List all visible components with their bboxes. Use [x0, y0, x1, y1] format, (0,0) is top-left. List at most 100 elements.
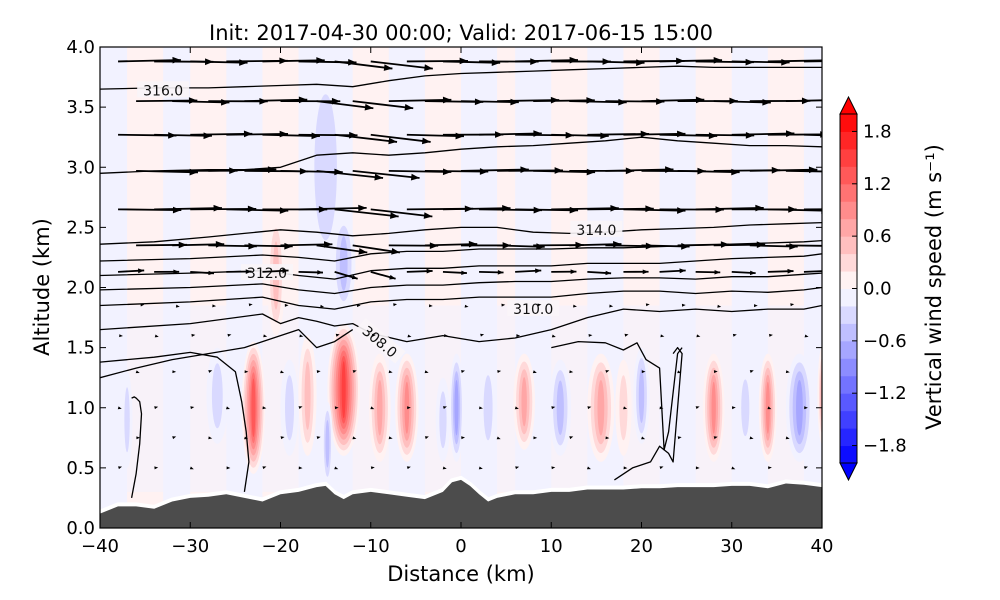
- wind-arrow: [645, 303, 650, 307]
- wind-arrow: [334, 271, 358, 280]
- wind-arrow: [681, 303, 686, 307]
- wind-arrow: [641, 436, 646, 440]
- w-contour-fill: [597, 380, 605, 436]
- wind-arrow: [316, 169, 384, 181]
- wind-arrow: [605, 436, 610, 440]
- w-contour-fill: [325, 419, 330, 468]
- wind-arrow: [478, 466, 483, 470]
- wind-arrow: [516, 334, 521, 338]
- wind-arrow: [316, 244, 368, 255]
- x-tick-label: 40: [811, 536, 834, 557]
- wind-arrow: [244, 436, 249, 440]
- x-tick-label: 0: [455, 536, 466, 557]
- w-cell: [737, 365, 754, 450]
- wind-vectors: [117, 56, 822, 470]
- wind-arrow: [623, 269, 649, 275]
- colorbar-segment: [840, 114, 857, 132]
- theta-contour-309: [551, 340, 683, 451]
- wind-arrow: [316, 370, 321, 374]
- y-axis-label: Altitude (km): [30, 218, 54, 356]
- wind-arrow: [569, 370, 574, 374]
- wind-arrow: [588, 333, 593, 337]
- colorbar-segment: [840, 305, 857, 324]
- wind-arrow: [298, 204, 367, 212]
- wind-arrow: [225, 406, 230, 410]
- colorbar-label: Vertical wind speed (m s⁻¹): [922, 144, 946, 430]
- theta-contour-309: [130, 396, 143, 499]
- wind-arrow: [175, 304, 180, 308]
- colorbar-segment: [840, 428, 857, 447]
- colorbar-segment: [840, 358, 857, 377]
- colorbar-segment: [840, 410, 857, 429]
- colorbar-segment: [840, 253, 857, 272]
- w-cell: [206, 347, 229, 444]
- wind-arrow: [172, 436, 177, 440]
- wind-arrow: [754, 304, 758, 308]
- y-tick-label: 2.5: [66, 217, 95, 238]
- theta-contour-309: [100, 351, 250, 492]
- wind-arrow: [713, 370, 718, 374]
- wind-arrow: [749, 370, 754, 373]
- wind-arrow: [479, 406, 483, 410]
- contour-label-bg: [137, 81, 190, 98]
- wind-arrow: [370, 133, 431, 145]
- wind-arrow: [731, 270, 756, 276]
- colorbar-segment: [840, 148, 857, 167]
- contour-label-bg: [570, 220, 623, 237]
- wind-arrow: [767, 268, 794, 274]
- wind-arrow: [334, 133, 398, 145]
- colorbar-segment: [840, 393, 857, 412]
- wind-arrow: [172, 370, 177, 374]
- wind-arrow: [226, 269, 252, 274]
- wind-arrow: [316, 436, 321, 440]
- contour-label: 314.0: [576, 223, 616, 239]
- theta-contour-310: [100, 304, 822, 343]
- wind-arrow: [334, 60, 393, 71]
- colorbar-tick-label: 1.2: [863, 174, 892, 195]
- terrain: [100, 475, 822, 528]
- wind-arrow: [371, 333, 376, 337]
- wind-arrow: [532, 370, 537, 374]
- wind-arrow: [191, 333, 196, 337]
- w-contour-fill: [404, 381, 410, 434]
- wind-arrow: [569, 436, 574, 440]
- y-tick-label: 3.0: [66, 157, 95, 178]
- wind-arrow: [320, 304, 325, 308]
- x-axis-label: Distance (km): [387, 562, 535, 586]
- colorbar-segment: [840, 218, 857, 237]
- w-cell: [331, 215, 356, 312]
- wind-arrow: [749, 436, 754, 440]
- wind-arrow: [461, 436, 466, 440]
- wind-arrow: [117, 406, 122, 410]
- w-cell: [615, 359, 632, 456]
- colorbar-tick-label: −1.8: [863, 436, 907, 457]
- theta-contour-311: [100, 272, 822, 295]
- w-contour-fill: [796, 380, 803, 436]
- wind-arrow: [785, 436, 790, 440]
- chart-title: Init: 2017-04-30 00:00; Valid: 2017-06-1…: [209, 21, 713, 45]
- wind-arrow: [190, 270, 215, 276]
- wind-arrow: [316, 100, 374, 111]
- wind-arrow: [803, 133, 822, 137]
- w-contour-fill: [377, 380, 383, 436]
- colorbar-extend-min: [839, 462, 858, 482]
- wind-arrow: [352, 436, 357, 440]
- wind-arrow: [609, 304, 614, 308]
- w-contour-fill: [454, 380, 459, 436]
- wind-arrow: [370, 466, 375, 470]
- wind-arrow: [154, 269, 180, 275]
- w-cell: [549, 359, 572, 456]
- wind-arrow: [514, 406, 519, 410]
- wind-arrow: [334, 466, 339, 470]
- wind-arrow: [280, 370, 285, 374]
- wind-arrow: [785, 370, 790, 374]
- wind-arrow: [464, 304, 469, 308]
- theta-contour-308.5: [614, 346, 683, 481]
- wind-arrow: [659, 268, 686, 274]
- colorbar-segment: [840, 323, 857, 342]
- contour-label-bg: [507, 300, 560, 317]
- theta-contour-313: [100, 239, 822, 262]
- theta-contours: [100, 65, 822, 499]
- w-cell: [817, 347, 822, 444]
